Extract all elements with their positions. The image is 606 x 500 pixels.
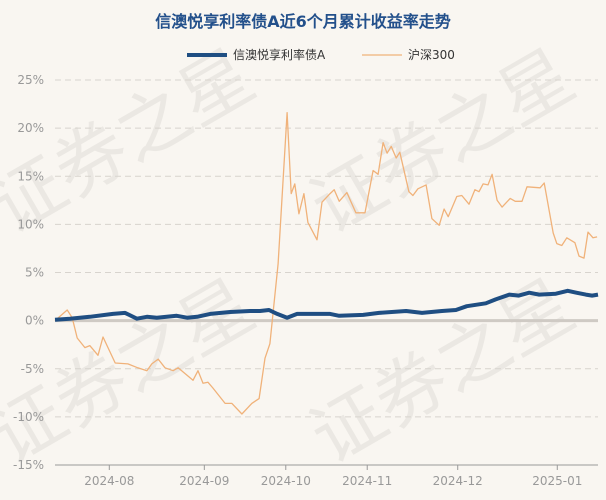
y-axis: -15% -10% -5% 0% 5% 10% 15% 20% 25%: [13, 73, 44, 472]
y-tick-label: 5%: [25, 266, 44, 280]
fund-series-line: [54, 288, 599, 322]
y-tick-label: 10%: [17, 217, 44, 231]
series-lines: [54, 112, 599, 415]
y-tick-label: 0%: [25, 314, 44, 328]
y-tick-label: 15%: [17, 169, 44, 183]
legend: 信澳悦享利率债A 沪深300: [187, 47, 455, 62]
x-tick-label: 2024-11: [342, 474, 392, 488]
legend-label-fund: 信澳悦享利率债A: [233, 47, 326, 62]
x-tick-label: 2024-08: [84, 474, 134, 488]
y-tick-label: 20%: [17, 121, 44, 135]
x-axis: 2024-08 2024-09 2024-10 2024-11 2024-12 2025-…: [55, 464, 598, 488]
y-tick-label: -10%: [13, 410, 44, 424]
y-tick-label: -5%: [21, 362, 44, 376]
x-tick-label: 2024-09: [179, 474, 229, 488]
y-tick-label: 25%: [17, 73, 44, 87]
csi300-series-line: [54, 112, 598, 415]
x-tick-label: 2025-01: [532, 474, 582, 488]
x-tick-label: 2024-12: [433, 474, 483, 488]
chart-title: 信澳悦享利率债A近6个月累计收益率走势: [155, 12, 451, 31]
x-tick-label: 2024-10: [261, 474, 311, 488]
y-tick-label: -15%: [13, 458, 44, 472]
legend-label-csi300: 沪深300: [408, 48, 455, 62]
